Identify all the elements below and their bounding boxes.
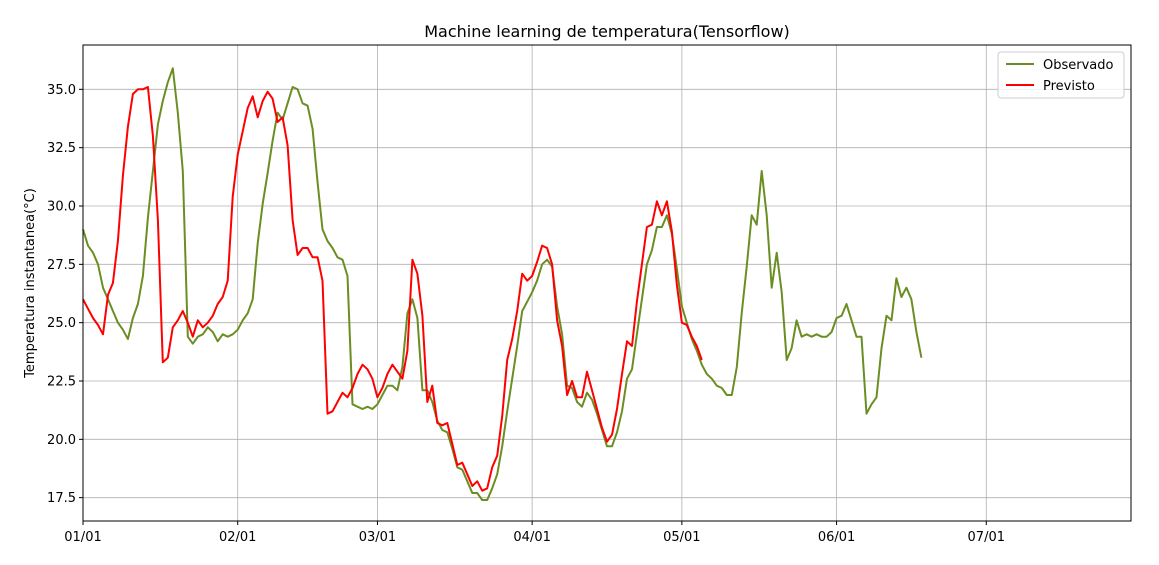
x-tick-label: 07/01 [968, 530, 1005, 545]
y-tick-label: 30.0 [47, 200, 76, 215]
y-tick-label: 35.0 [47, 83, 76, 98]
x-tick-label: 06/01 [818, 530, 855, 545]
legend-label-observado: Observado [1043, 58, 1114, 73]
x-tick-label: 01/01 [64, 530, 101, 545]
series-line-observado [82, 67, 923, 501]
y-axis: 17.5 20.0 22.5 25.0 27.5 30.0 32.5 35.0 [47, 83, 83, 506]
legend: Observado Previsto [997, 51, 1125, 99]
chart-title: Machine learning de temperatura(Tensorfl… [424, 22, 790, 41]
y-tick-label: 17.5 [47, 491, 76, 506]
y-tick-label: 25.0 [47, 316, 76, 331]
y-axis-label: Temperatura instantanea(°C) [23, 188, 38, 379]
x-tick-label: 02/01 [219, 530, 256, 545]
grid [82, 45, 1131, 521]
x-tick-label: 04/01 [513, 530, 550, 545]
y-tick-label: 20.0 [47, 433, 76, 448]
series-lines [82, 67, 923, 501]
y-tick-label: 22.5 [47, 375, 76, 390]
x-tick-label: 05/01 [663, 530, 700, 545]
y-tick-label: 27.5 [47, 258, 76, 273]
y-tick-label: 32.5 [47, 141, 76, 156]
x-tick-label: 03/01 [359, 530, 396, 545]
series-line-previsto [82, 86, 703, 492]
plot-frame [82, 44, 1132, 522]
x-axis: 01/01 02/01 03/01 04/01 05/01 06/01 07/01 [64, 521, 1005, 545]
legend-label-previsto: Previsto [1043, 79, 1095, 94]
